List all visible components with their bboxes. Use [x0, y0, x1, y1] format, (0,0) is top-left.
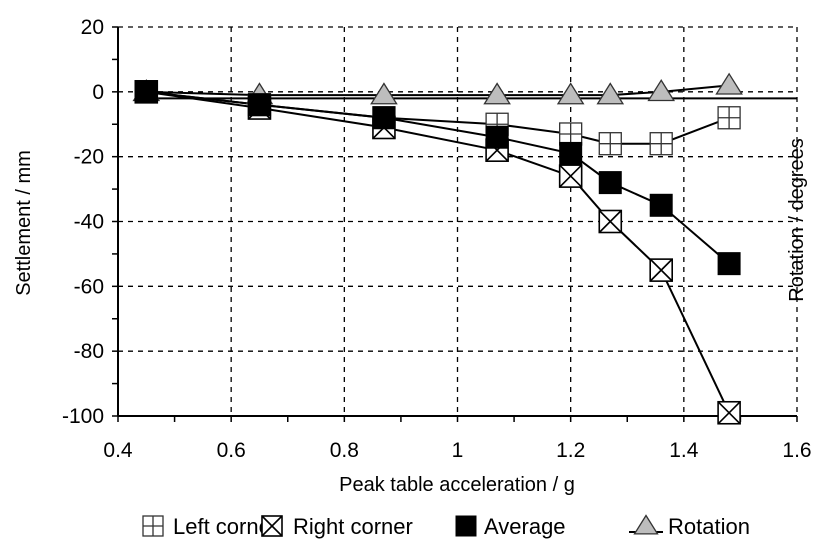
x-tick-label: 0.6 [217, 439, 246, 462]
y-tick-label: -40 [74, 211, 104, 234]
data-point [649, 258, 674, 282]
y-tick-label: -60 [74, 275, 104, 298]
data-point [559, 141, 583, 165]
tick-labels: 0.4 0.6 0.8 1 1.2 1.4 1.6 20 0 -20 -40 -60 -80 -100 [62, 16, 812, 462]
y-axis-title: Settlement / mm [13, 150, 35, 296]
legend-label: Average [484, 514, 566, 539]
data-point [649, 193, 673, 217]
data-point [717, 252, 741, 276]
grid-lines [118, 26, 798, 416]
legend-item: Rotation [629, 514, 750, 539]
y2-axis-title: Rotation / degrees [786, 138, 808, 301]
data-point [134, 80, 158, 104]
legend-item: Right corner [261, 514, 413, 539]
data-point [370, 82, 398, 105]
legend-marker [261, 515, 283, 537]
legend-label: Rotation [668, 514, 750, 539]
y-tick-label: 20 [81, 16, 104, 39]
y-tick-label: -80 [74, 340, 104, 363]
data-point [483, 82, 511, 105]
legend-marker [455, 515, 477, 537]
legend-marker [142, 515, 164, 537]
x-tick-label: 1.4 [669, 439, 699, 462]
series-line [146, 84, 730, 97]
data-point [717, 400, 741, 425]
x-tick-label: 0.4 [103, 439, 133, 462]
data-point [559, 122, 583, 146]
data-point [715, 72, 743, 95]
series [132, 72, 797, 425]
data-point [596, 82, 625, 105]
legend-label: Right corner [293, 514, 413, 539]
data-point [649, 132, 673, 156]
data-point [717, 106, 741, 130]
data-point [598, 171, 622, 195]
data-point [598, 132, 622, 156]
data-point [556, 82, 585, 105]
y-tick-label: 0 [92, 81, 104, 104]
x-tick-label: 1 [452, 439, 464, 462]
x-axis-title: Peak table acceleration / g [339, 474, 575, 496]
legend-label: Left corner [173, 514, 278, 539]
data-point [558, 164, 583, 188]
data-point [372, 106, 396, 130]
data-point [647, 79, 676, 102]
data-point [485, 125, 509, 149]
data-point [598, 209, 623, 234]
x-tick-label: 0.8 [330, 439, 359, 462]
legend-item: Left corner [142, 514, 278, 539]
data-point [247, 93, 271, 117]
legend-marker [633, 514, 659, 535]
y-tick-label: -20 [74, 146, 104, 169]
axes [112, 26, 798, 422]
legend-item: Average [455, 514, 566, 539]
x-tick-label: 1.6 [782, 439, 811, 462]
y-tick-label: -100 [62, 405, 104, 428]
x-tick-label: 1.2 [556, 439, 585, 462]
legend: Left corner Right corner Average Rotation [142, 514, 750, 539]
